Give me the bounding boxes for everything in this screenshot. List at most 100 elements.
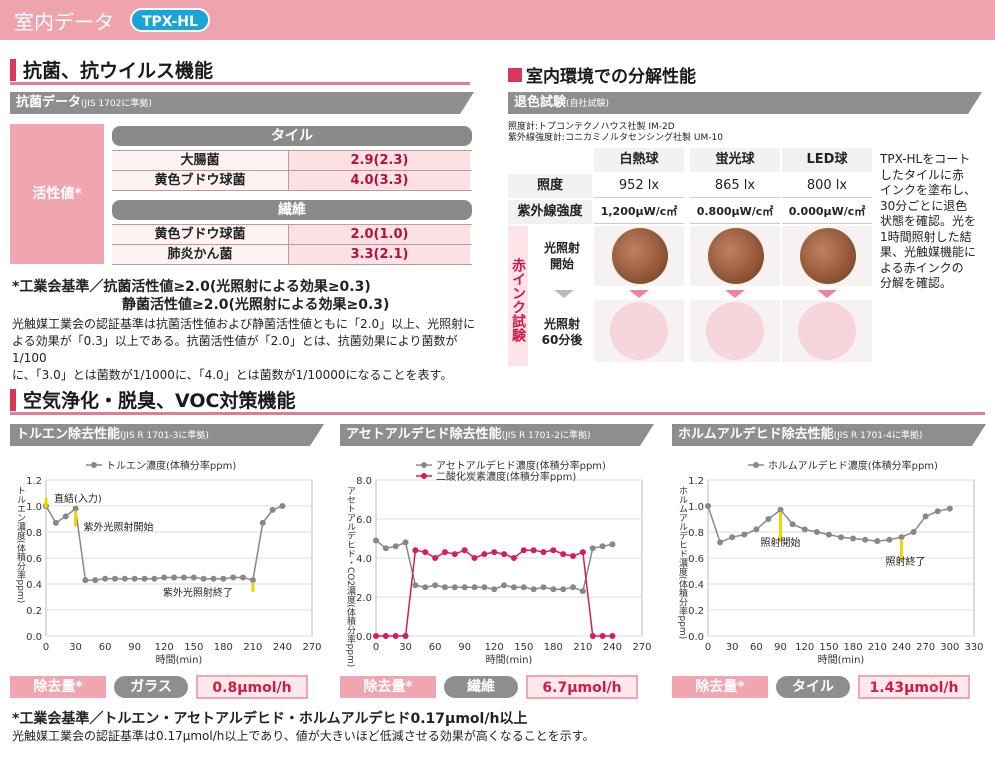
- section-rule: [10, 412, 985, 415]
- data-point: [717, 539, 724, 546]
- data-point: [491, 549, 498, 556]
- y-tick-label: 0.8: [26, 528, 42, 539]
- x-tick-label: 30: [399, 642, 412, 653]
- product-badge: TPX-HL: [130, 8, 210, 32]
- data-point: [382, 545, 389, 552]
- data-point: [599, 543, 606, 550]
- annotation-label: 直結(入力): [54, 492, 102, 505]
- line-chart: 0.0 0.2 0.4 0.6 0.8 1.0 1.2 0 30 60 90 120 150 180 210…: [677, 459, 984, 666]
- y-tick-label: 1.2: [26, 476, 42, 487]
- data-point: [412, 547, 419, 554]
- y-tick-label: 0.4: [688, 580, 704, 591]
- meter-notes: 照度計:トプコンテクノハウス社製 IM-2D 紫外線強度計:コニカミノルタセンシン…: [508, 122, 723, 143]
- y-axis-label: トルエン濃度(体積分率ppm): [15, 486, 26, 603]
- pink-arrow-icon: [629, 290, 649, 298]
- data-point: [402, 539, 409, 546]
- data-point: [373, 633, 379, 639]
- x-tick-label: 210: [573, 642, 592, 653]
- lux-value: 800 lx: [782, 174, 872, 198]
- data-point: [753, 526, 760, 533]
- table-row: 大腸菌 2.9(2.3): [112, 151, 472, 171]
- data-point: [210, 575, 217, 582]
- data-point: [589, 633, 596, 639]
- removal-value: 0.8μmol/h: [196, 675, 308, 699]
- chart-title-bar: ホルムアルデヒド除去性能(JIS R 1701-4に準拠): [672, 424, 986, 446]
- table-row: 肺炎かん菌 3.3(2.1): [112, 245, 472, 265]
- chart-title-bar: アセトアルデヒド除去性能(JIS R 1701-2に準拠): [340, 424, 654, 446]
- data-point: [481, 584, 488, 591]
- description-line: インクを塗布し、: [880, 183, 977, 197]
- y-axis-label: ホルムアルデヒド濃度(体積分率ppm): [677, 486, 688, 639]
- line-chart: 0.0 2.0 4.0 6.0 8.0 0 30 60 90 120 150 180 210 240 270…: [345, 459, 652, 667]
- x-tick-label: 330: [964, 642, 983, 653]
- fiber-category: 繊維: [112, 200, 472, 220]
- data-point: [471, 584, 478, 591]
- removal-label: 除去量*: [340, 676, 436, 698]
- gray-arrow-icon: [554, 290, 574, 298]
- y-tick-label: 0.2: [26, 606, 42, 617]
- fade-test-bar: 退色試験(自社試験): [508, 92, 982, 114]
- data-point: [72, 505, 79, 512]
- data-point: [279, 503, 286, 509]
- data-point: [579, 588, 586, 595]
- data-point: [510, 555, 517, 561]
- data-point: [922, 513, 929, 520]
- data-point: [161, 574, 168, 581]
- data-point: [550, 586, 557, 593]
- label-line: 60分後: [541, 333, 583, 347]
- x-tick-label: 300: [940, 642, 959, 653]
- annotation-label: 紫外光照射開始: [84, 521, 154, 534]
- uv-row-label: 紫外線強度: [508, 200, 592, 224]
- annotation-label: 照射開始: [761, 536, 801, 549]
- data-point: [886, 536, 893, 543]
- bacteria-name: 大腸菌: [112, 151, 288, 170]
- x-tick-label: 180: [844, 642, 863, 653]
- tile-table: 大腸菌 2.9(2.3) 黄色ブドウ球菌 4.0(3.3): [112, 150, 472, 191]
- data-point: [461, 584, 468, 591]
- legend-label: アセトアルデヒド濃度(体積分率ppm): [436, 459, 606, 472]
- x-tick-label: 120: [155, 642, 174, 653]
- data-point: [874, 538, 881, 545]
- data-point: [441, 549, 448, 556]
- data-point: [121, 575, 128, 582]
- label-line: 光照射: [543, 317, 580, 331]
- annotation-label: 照射終了: [885, 555, 925, 568]
- y-tick-label: 0.8: [688, 528, 704, 539]
- faded-ink-photo: [610, 302, 668, 360]
- coin-photo: [612, 228, 668, 284]
- data-point: [838, 534, 844, 541]
- y-tick-label: 0.0: [26, 632, 42, 643]
- data-point: [180, 574, 187, 581]
- legend-marker: [421, 473, 427, 479]
- y-tick-label: 0.2: [688, 606, 704, 617]
- chart-title: トルエン除去性能: [16, 427, 121, 442]
- description-line: 状態を確認。光を: [880, 214, 977, 228]
- removal-value: 1.43μmol/h: [858, 675, 970, 699]
- x-tick-label: 270: [302, 642, 321, 653]
- x-tick-label: 270: [916, 642, 935, 653]
- data-point: [269, 506, 276, 513]
- page-title: 室内データ: [14, 10, 114, 34]
- x-tick-label: 150: [819, 642, 838, 653]
- x-tick-label: 60: [99, 642, 112, 653]
- description-line: したタイルに赤: [880, 167, 965, 182]
- x-tick-label: 60: [429, 642, 442, 653]
- data-point: [451, 551, 458, 558]
- red-ink-test-label: 赤インク試験: [508, 226, 528, 366]
- x-tick-label: 90: [458, 642, 471, 653]
- data-point: [813, 529, 820, 535]
- substrate-badge: タイル: [776, 676, 850, 698]
- data-point: [530, 547, 537, 554]
- bacteria-name: 黄色ブドウ球菌: [112, 225, 288, 244]
- x-tick-label: 150: [184, 642, 203, 653]
- data-point: [741, 531, 748, 538]
- series-line: [45, 505, 283, 582]
- bacteria-name: 肺炎かん菌: [112, 245, 288, 264]
- data-point: [540, 549, 547, 556]
- light-column-header: LED球: [782, 148, 872, 172]
- data-point: [825, 531, 832, 538]
- y-tick-label: 1.0: [26, 502, 42, 513]
- activity-value: 2.9(2.3): [288, 151, 470, 170]
- x-tick-label: 270: [632, 642, 651, 653]
- data-point: [82, 577, 89, 584]
